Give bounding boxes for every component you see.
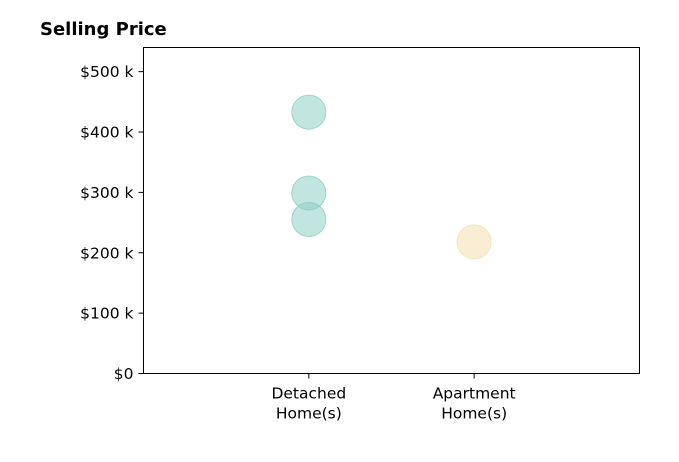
- chart-title: Selling Price: [40, 19, 167, 40]
- data-point: [456, 224, 492, 260]
- x-tick-label: Detached: [271, 385, 346, 403]
- y-tick-label: $300 k: [80, 184, 133, 202]
- data-point: [291, 202, 327, 238]
- y-tick-label: $0: [114, 365, 134, 383]
- x-tick-label: Home(s): [276, 405, 342, 423]
- y-tick-label: $100 k: [80, 305, 133, 323]
- y-tick-label: $400 k: [80, 124, 133, 142]
- y-tick-label: $500 k: [80, 63, 133, 81]
- x-tick-label: Home(s): [441, 405, 507, 423]
- plot-frame: [143, 47, 640, 374]
- data-marks: [291, 94, 492, 260]
- x-axis: Detached Home(s) Apartment Home(s): [271, 373, 516, 423]
- data-point: [291, 94, 327, 130]
- y-axis: $0 $100 k $200 k $300 k $400 k $500 k: [80, 63, 144, 383]
- y-tick-label: $200 k: [80, 244, 133, 262]
- x-tick-label: Apartment: [433, 385, 516, 403]
